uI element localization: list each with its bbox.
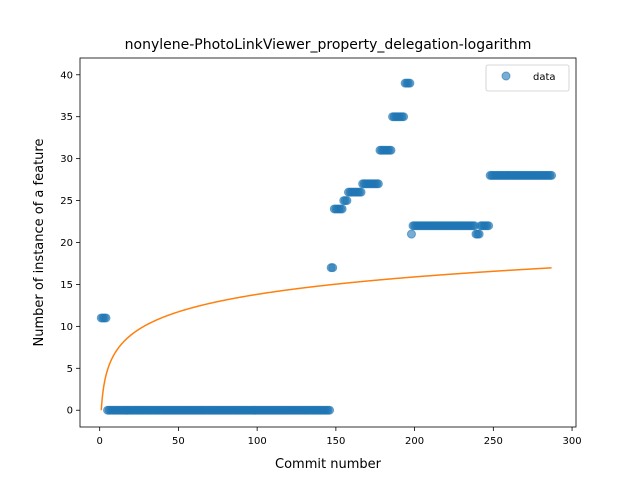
x-tick-label: 300 [563,436,582,447]
y-tick-label: 25 [60,196,73,207]
data-point [484,221,494,231]
data-point [342,196,352,206]
x-tick-label: 150 [326,436,345,447]
y-tick-label: 20 [60,238,73,249]
data-point [356,187,366,197]
legend-marker-data [501,71,511,81]
data-point [474,229,484,239]
data-point [373,179,383,189]
x-tick-label: 0 [96,436,102,447]
y-tick-label: 35 [60,112,73,123]
data-point [406,229,416,239]
y-tick-label: 10 [60,322,73,333]
data-point [337,204,347,214]
x-axis-ticks: 0 50 100 150 200 250 300 [96,427,582,447]
legend: data [485,64,570,92]
x-tick-label: 100 [248,436,267,447]
y-tick-label: 40 [60,70,73,81]
data-point [405,78,415,88]
data-point [399,112,409,122]
legend-label-data: data [533,72,556,83]
data-point [101,313,111,323]
x-tick-label: 200 [405,436,424,447]
x-tick-label: 250 [484,436,503,447]
data-points [96,78,557,415]
fit-line [100,267,552,411]
y-axis-ticks: 0 5 10 15 20 25 30 35 40 [60,70,80,417]
y-tick-label: 30 [60,154,73,165]
data-point [547,170,557,180]
plot-area [79,57,577,428]
data-point [325,405,335,415]
y-tick-label: 0 [67,406,73,417]
x-tick-label: 50 [172,436,185,447]
data-point [328,263,338,273]
data-point [386,145,396,155]
legend-box [485,64,570,92]
x-axis-label: Commit number [275,457,382,472]
y-axis-label: Number of instance of a feature [32,139,47,347]
chart-title: nonylene-PhotoLinkViewer_property_delega… [125,37,532,53]
y-tick-label: 5 [67,364,73,375]
y-tick-label: 15 [60,280,73,291]
